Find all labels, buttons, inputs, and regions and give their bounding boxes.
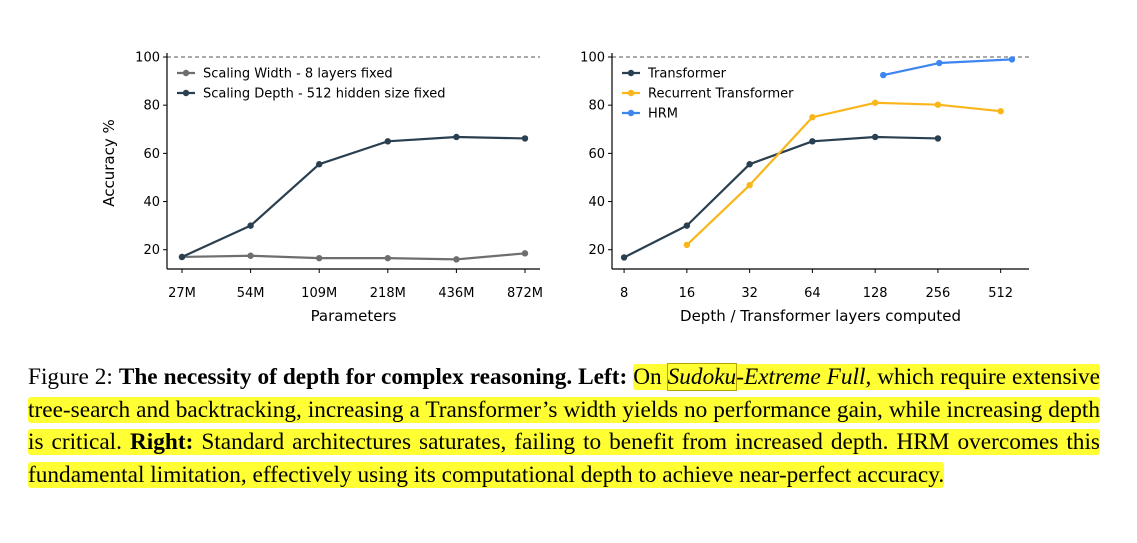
series-point-2 [453,133,460,141]
series-point-3 [880,71,887,79]
x-tick-label: 27M [168,286,196,301]
legend-label-1: Scaling Width - 8 layers fixed [203,67,393,82]
figure-charts: 20 40 60 80 100 27M 54M 109M 218M 436M 872M Paramet… [100,51,1029,326]
legend-label-2: Recurrent Transformer [648,87,794,102]
legend-label-2: Scaling Depth - 512 hidden size fixed [203,87,446,102]
figure-label: Figure 2: [28,364,119,390]
series-point-2 [746,181,753,189]
x-tick-label: 128 [863,286,888,301]
series-point-1 [871,133,879,141]
y-tick-label: 100 [580,51,605,66]
y-tick-label: 40 [143,195,160,210]
series-point-1 [683,222,691,229]
caption-italic-dataset: -Extreme Full [736,364,866,390]
series-point-1 [247,252,254,259]
series-point-1 [934,135,942,142]
series-point-1 [620,254,628,261]
x-tick-label: 109M [301,286,337,301]
series-point-3 [936,59,943,67]
caption-title: The necessity of depth for complex reaso… [118,364,579,390]
series-point-1 [521,250,529,257]
chart-left: 20 40 60 80 100 27M 54M 109M 218M 436M 872M Paramet… [100,51,543,326]
series-point-1 [746,161,753,168]
x-tick-label: 436M [438,286,474,301]
caption-text-on: On [633,364,668,390]
series-point-2 [247,222,254,229]
legend-label-3: HRM [648,107,678,122]
legend-marker-2 [627,89,635,97]
y-tick-label: 80 [143,99,160,114]
series-point-2 [384,138,391,145]
legend-marker-3 [627,109,635,117]
series-point-2 [683,241,691,249]
series-point-1 [384,254,391,262]
x-axis-label: Depth / Transformer layers computed [680,307,961,325]
y-tick-label: 20 [588,243,605,258]
series-line-2 [181,135,526,258]
series-point-2 [809,114,816,121]
series-point-2 [178,253,186,261]
legend-marker-1 [182,69,190,77]
legend-marker-2 [182,89,190,97]
x-tick-label: 16 [679,286,696,301]
series-point-2 [316,161,323,168]
x-tick-label: 872M [507,286,543,301]
figure-caption: Figure 2: The necessity of depth for com… [28,361,1100,491]
series-point-1 [809,138,816,145]
caption-link-sudoku[interactable]: Sudoku [666,363,738,391]
x-tick-label: 64 [804,286,821,301]
series-point-2 [521,135,529,142]
chart-right: 20 40 60 80 100 8 16 32 64 128 256 512 Depth / Trans… [580,51,1029,325]
series-point-1 [453,256,460,263]
legend-label-1: Transformer [647,67,727,82]
x-tick-label: 54M [237,286,265,301]
x-axis-label: Parameters [311,307,397,325]
y-tick-label: 100 [135,51,160,66]
series-point-2 [934,101,942,108]
x-tick-label: 218M [370,286,406,301]
series-line-1 [623,135,938,259]
legend-marker-1 [627,69,635,77]
series-line-3 [883,58,1013,77]
series-point-3 [1008,56,1016,63]
x-tick-label: 8 [620,286,628,301]
y-tick-label: 80 [588,99,605,114]
y-axis-label: Accuracy % [100,119,118,207]
y-tick-label: 40 [588,195,605,210]
y-tick-label: 60 [588,147,605,162]
series-point-1 [316,254,323,262]
y-tick-label: 60 [143,147,160,162]
x-tick-label: 256 [926,286,951,301]
x-tick-label: 512 [988,286,1013,301]
series-point-2 [997,108,1004,115]
series-line-2 [686,101,1001,246]
y-tick-label: 20 [143,243,160,258]
caption-text-right: Standard architectures saturates, failin… [28,429,1100,488]
series-point-2 [871,99,879,106]
series-line-1 [181,252,526,261]
caption-text-left: , which require extensive tree-search an… [28,364,1100,455]
caption-right-label: Right: [129,429,202,455]
x-tick-label: 32 [741,286,758,301]
caption-left-label: Left: [578,364,634,390]
